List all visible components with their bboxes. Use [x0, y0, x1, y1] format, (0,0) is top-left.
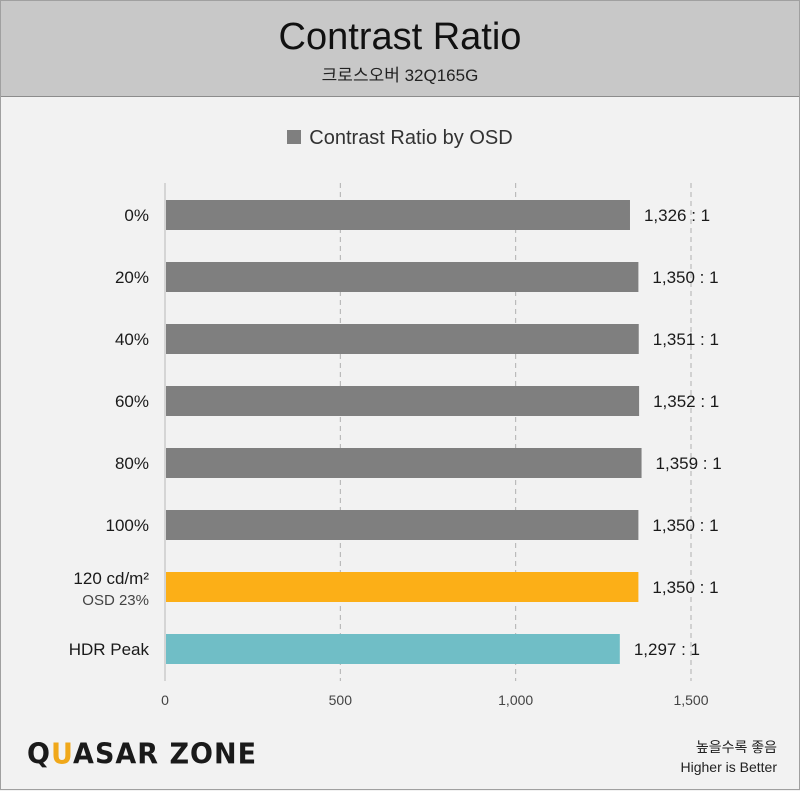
category-label: 40%: [115, 330, 149, 349]
category-label: 100%: [106, 516, 149, 535]
footnote-ko: 높을수록 좋음: [695, 739, 777, 755]
x-tick-label: 0: [161, 692, 169, 708]
category-label: 120 cd/m²: [73, 569, 149, 588]
data-label: 1,352 : 1: [653, 392, 719, 411]
data-label: 1,350 : 1: [652, 516, 718, 535]
quasarzone-logo: QUASAR ZONE: [27, 738, 257, 771]
data-label: 1,350 : 1: [652, 578, 718, 597]
footnote: 높을수록 좋음 Higher is Better: [681, 737, 777, 777]
bar: [166, 572, 639, 602]
bar: [166, 262, 639, 292]
x-tick-label: 1,000: [498, 692, 533, 708]
category-sublabel: OSD 23%: [82, 592, 149, 609]
data-label: 1,351 : 1: [653, 330, 719, 349]
header: Contrast Ratio 크로스오버 32Q165G: [1, 1, 799, 97]
category-label: 20%: [115, 268, 149, 287]
logo-u: U: [50, 738, 74, 771]
chart-title: Contrast Ratio: [278, 16, 522, 58]
data-label: 1,359 : 1: [656, 454, 722, 473]
data-label: 1,297 : 1: [634, 640, 700, 659]
category-label: 0%: [124, 206, 149, 225]
legend-swatch: [287, 130, 302, 144]
bar: [166, 510, 639, 540]
category-label: HDR Peak: [69, 640, 150, 659]
chart-subtitle: 크로스오버 32Q165G: [321, 66, 479, 85]
data-label: 1,350 : 1: [652, 268, 718, 287]
legend: Contrast Ratio by OSD: [1, 127, 799, 150]
category-label: 80%: [115, 454, 149, 473]
x-tick-label: 1,500: [673, 692, 708, 708]
legend-label: Contrast Ratio by OSD: [309, 127, 513, 149]
bar: [166, 386, 640, 416]
bar: [166, 634, 620, 664]
x-tick-label: 500: [329, 692, 353, 708]
bar: [166, 200, 630, 230]
category-label: 60%: [115, 392, 149, 411]
footnote-en: Higher is Better: [680, 759, 777, 775]
logo-q: Q: [27, 738, 51, 771]
logo-rest: ASAR ZONE: [73, 738, 258, 771]
data-label: 1,326 : 1: [644, 206, 710, 225]
bar: [166, 324, 639, 354]
bar: [166, 448, 642, 478]
